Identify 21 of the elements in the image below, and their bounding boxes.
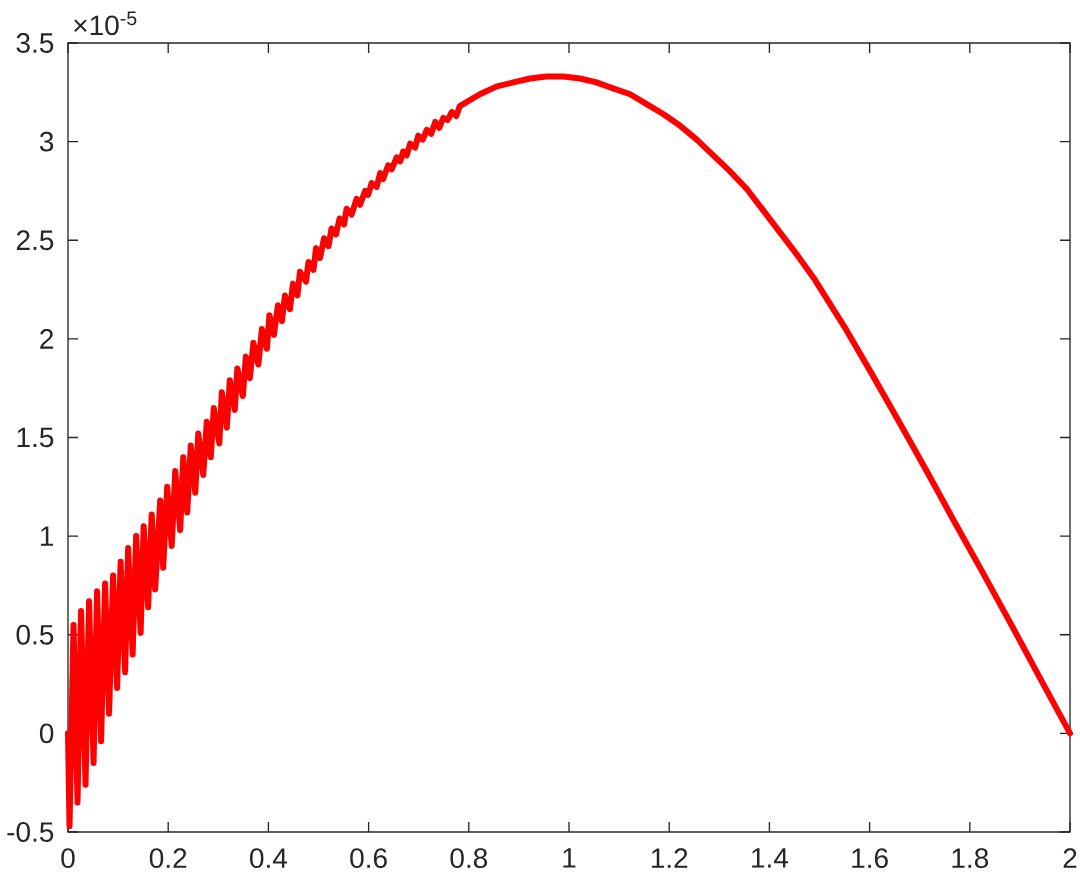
y-tick-label: 0 <box>39 723 54 744</box>
x-tick-label: 0.8 <box>450 848 488 869</box>
x-tick-label: 1.2 <box>651 848 688 868</box>
y-tick-label: 1.5 <box>17 427 54 448</box>
x-tick-label: 1.4 <box>752 848 789 868</box>
y-tick-label: 3.5 <box>16 33 54 53</box>
x-tick-label: 2 <box>1063 848 1077 868</box>
x-tick-label: 0.6 <box>350 848 387 869</box>
x-tick-label: 0.2 <box>149 848 187 869</box>
y-tick-label: 3 <box>39 131 54 152</box>
y-tick-label: 2 <box>40 329 53 349</box>
y-tick-label: 2.5 <box>16 230 54 251</box>
x-tick-label: 1 <box>563 848 576 868</box>
x-tick-label: 0 <box>61 848 75 869</box>
x-tick-label: 1.6 <box>852 848 888 869</box>
y-tick-label: -0.5 <box>7 822 54 842</box>
y-tick-label: 0.5 <box>16 624 54 645</box>
y-tick-label: 1 <box>40 526 54 546</box>
text: ×10$^{-5}$ <box>74 11 137 36</box>
x-tick-label: 1.8 <box>952 848 989 869</box>
x-tick-label: 0.4 <box>250 848 288 869</box>
